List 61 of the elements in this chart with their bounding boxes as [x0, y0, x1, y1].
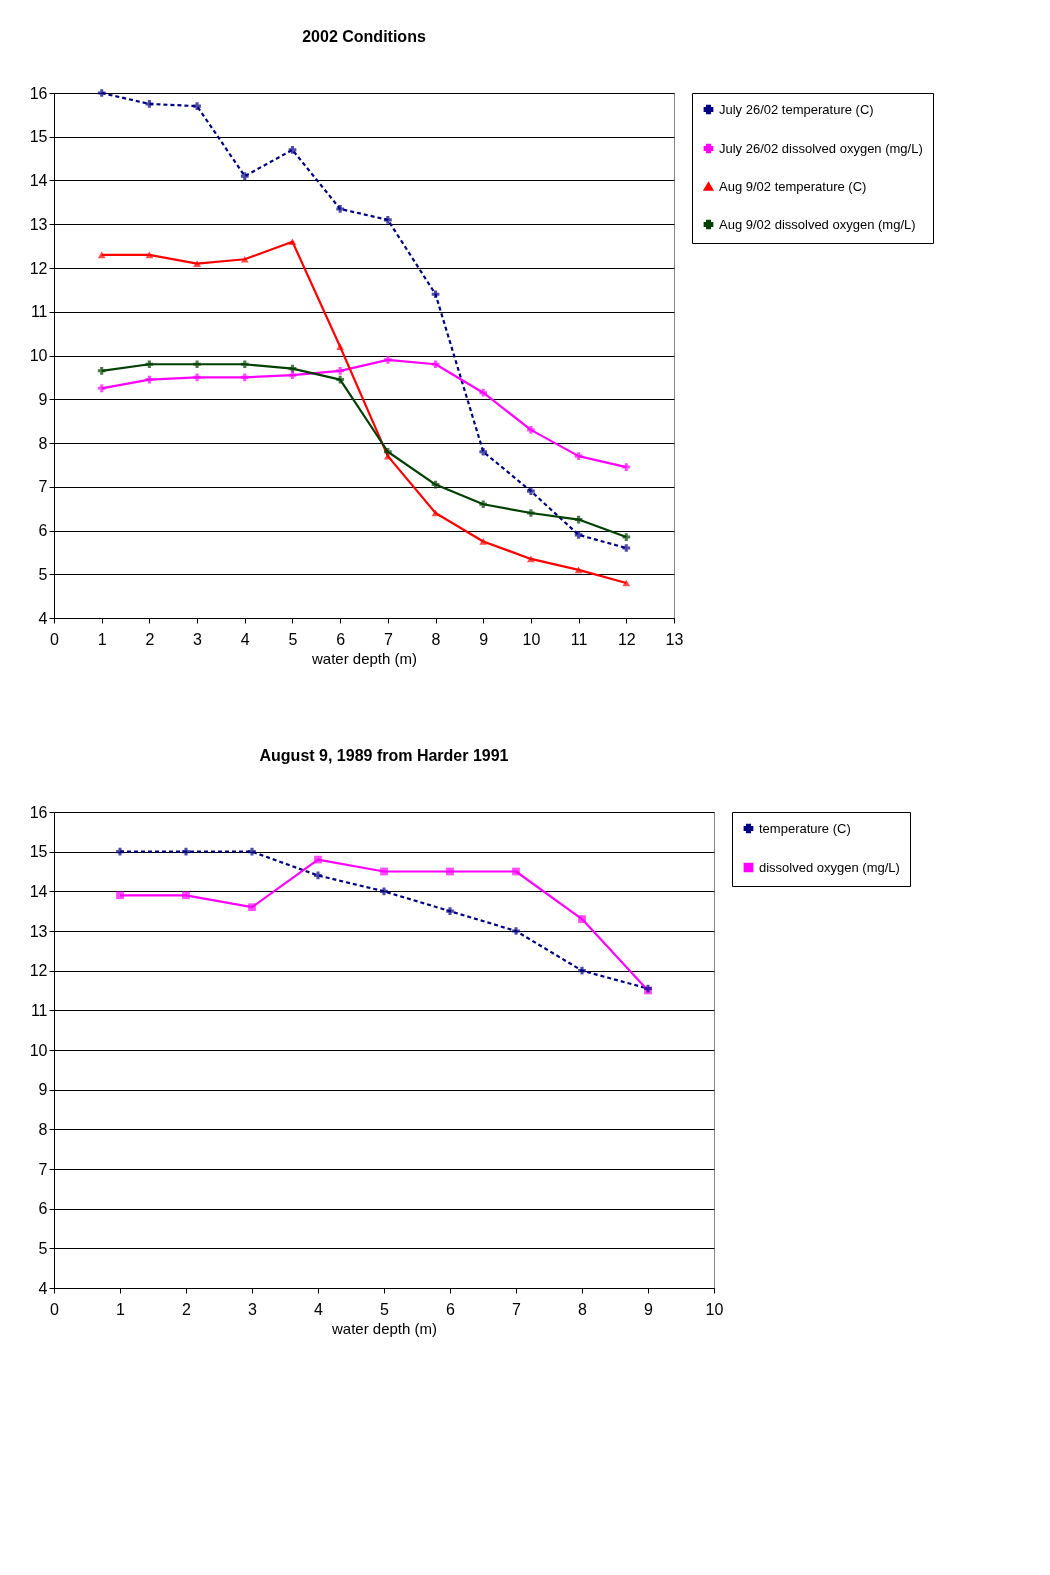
y-tick-label: 14: [29, 882, 48, 900]
legend-label: Aug 9/02 dissolved oxygen (mg/L): [719, 216, 916, 232]
x-tick-label: 11: [570, 630, 588, 648]
x-tick-label: 1: [97, 630, 107, 648]
x-tick-label: 0: [50, 630, 60, 648]
x-tick-label: 13: [665, 630, 684, 648]
legend-label: July 26/02 temperature (C): [719, 101, 874, 117]
x-axis-title: water depth (m): [330, 1319, 438, 1337]
x-tick-label: 1: [116, 1300, 126, 1318]
x-tick-label: 4: [240, 630, 250, 648]
y-tick-label: 8: [38, 434, 48, 452]
x-tick-label: 9: [644, 1300, 654, 1318]
y-tick-label: 16: [29, 84, 48, 102]
y-tick-label: 15: [29, 128, 48, 146]
x-tick-label: 5: [380, 1300, 390, 1318]
y-tick-label: 4: [38, 609, 48, 627]
y-tick-label: 4: [38, 1279, 48, 1297]
x-tick-label: 3: [193, 630, 203, 648]
y-tick-label: 9: [38, 390, 48, 408]
y-tick-label: 13: [29, 215, 48, 233]
y-tick-label: 11: [30, 303, 48, 321]
y-tick-label: 13: [29, 922, 48, 940]
legend-label: July 26/02 dissolved oxygen (mg/L): [719, 140, 923, 156]
chart-title: 2002 Conditions: [302, 28, 426, 45]
x-tick-label: 8: [431, 630, 441, 648]
x-tick-label: 2: [182, 1300, 192, 1318]
y-tick-label: 10: [29, 1041, 48, 1059]
x-tick-label: 12: [617, 630, 636, 648]
y-tick-label: 12: [29, 259, 48, 277]
y-tick-label: 10: [29, 347, 48, 364]
x-tick-label: 8: [578, 1300, 588, 1318]
x-tick-label: 4: [314, 1300, 324, 1318]
y-tick-label: 6: [38, 1200, 48, 1218]
y-tick-label: 5: [38, 565, 48, 583]
y-tick-label: 7: [38, 478, 48, 496]
y-tick-label: 9: [38, 1081, 48, 1099]
x-tick-label: 5: [288, 630, 298, 648]
x-tick-label: 7: [383, 630, 393, 648]
x-tick-label: 9: [479, 630, 489, 648]
x-tick-label: 2: [145, 630, 155, 648]
y-tick-label: 14: [29, 172, 48, 189]
x-tick-label: 10: [705, 1300, 724, 1318]
y-tick-label: 6: [38, 522, 48, 539]
legend-label: dissolved oxygen (mg/L): [759, 859, 900, 875]
y-tick-label: 8: [38, 1120, 48, 1138]
y-tick-label: 16: [29, 803, 48, 821]
legend-label: Aug 9/02 temperature (C): [719, 178, 867, 194]
legend-label: temperature (C): [759, 820, 851, 836]
y-tick-label: 15: [29, 843, 48, 861]
x-tick-label: 6: [336, 630, 346, 648]
y-tick-label: 7: [38, 1160, 48, 1178]
chart-title: August 9, 1989 from Harder 1991: [259, 747, 509, 764]
x-tick-label: 6: [446, 1300, 456, 1318]
y-tick-label: 12: [29, 962, 48, 980]
x-tick-label: 7: [512, 1300, 522, 1318]
y-tick-label: 5: [38, 1239, 48, 1257]
x-tick-label: 0: [50, 1300, 60, 1318]
x-tick-label: 3: [248, 1300, 258, 1318]
x-tick-label: 10: [522, 630, 541, 648]
y-tick-label: 11: [30, 1001, 48, 1019]
x-axis-title: water depth (m): [310, 649, 418, 667]
